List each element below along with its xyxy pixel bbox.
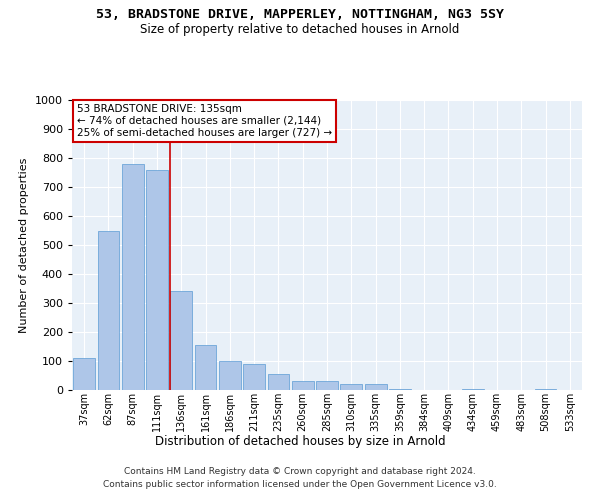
Text: Contains HM Land Registry data © Crown copyright and database right 2024.: Contains HM Land Registry data © Crown c… bbox=[124, 468, 476, 476]
Bar bbox=[268, 374, 289, 390]
Y-axis label: Number of detached properties: Number of detached properties bbox=[19, 158, 29, 332]
Bar bbox=[292, 382, 314, 390]
Bar bbox=[97, 230, 119, 390]
Bar bbox=[389, 388, 411, 390]
Text: 53 BRADSTONE DRIVE: 135sqm
← 74% of detached houses are smaller (2,144)
25% of s: 53 BRADSTONE DRIVE: 135sqm ← 74% of deta… bbox=[77, 104, 332, 138]
Text: Distribution of detached houses by size in Arnold: Distribution of detached houses by size … bbox=[155, 435, 445, 448]
Bar bbox=[122, 164, 143, 390]
Bar bbox=[194, 345, 217, 390]
Bar bbox=[462, 388, 484, 390]
Bar bbox=[340, 384, 362, 390]
Text: Contains public sector information licensed under the Open Government Licence v3: Contains public sector information licen… bbox=[103, 480, 497, 489]
Bar bbox=[73, 358, 95, 390]
Text: 53, BRADSTONE DRIVE, MAPPERLEY, NOTTINGHAM, NG3 5SY: 53, BRADSTONE DRIVE, MAPPERLEY, NOTTINGH… bbox=[96, 8, 504, 20]
Bar bbox=[535, 388, 556, 390]
Bar bbox=[219, 361, 241, 390]
Bar bbox=[316, 382, 338, 390]
Bar bbox=[365, 384, 386, 390]
Bar bbox=[146, 170, 168, 390]
Text: Size of property relative to detached houses in Arnold: Size of property relative to detached ho… bbox=[140, 22, 460, 36]
Bar bbox=[170, 292, 192, 390]
Bar bbox=[243, 364, 265, 390]
